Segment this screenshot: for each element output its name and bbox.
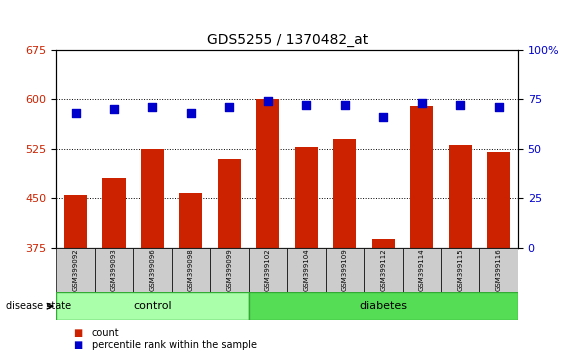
Bar bbox=[449, 145, 472, 248]
Bar bbox=[441, 248, 480, 292]
Text: GSM399114: GSM399114 bbox=[419, 249, 425, 291]
Bar bbox=[287, 248, 325, 292]
Text: GSM399093: GSM399093 bbox=[111, 249, 117, 291]
Bar bbox=[325, 248, 364, 292]
Point bbox=[494, 104, 503, 110]
Text: control: control bbox=[133, 301, 172, 311]
Bar bbox=[56, 248, 95, 292]
Bar bbox=[210, 248, 249, 292]
Point bbox=[186, 110, 195, 116]
Title: GDS5255 / 1370482_at: GDS5255 / 1370482_at bbox=[207, 33, 368, 47]
Bar bbox=[133, 248, 172, 292]
Point bbox=[109, 106, 118, 112]
Text: GSM399096: GSM399096 bbox=[150, 249, 155, 291]
Bar bbox=[102, 178, 126, 248]
Text: GSM399092: GSM399092 bbox=[73, 249, 78, 291]
Bar bbox=[256, 99, 279, 248]
Bar bbox=[333, 139, 356, 248]
Bar bbox=[249, 248, 287, 292]
Text: GSM399098: GSM399098 bbox=[188, 249, 194, 291]
Point bbox=[340, 102, 349, 108]
Point bbox=[225, 104, 234, 110]
Bar bbox=[172, 248, 210, 292]
Bar bbox=[249, 292, 518, 320]
Text: GSM399116: GSM399116 bbox=[496, 249, 502, 291]
Text: GSM399104: GSM399104 bbox=[303, 249, 309, 291]
Text: disease state: disease state bbox=[6, 301, 71, 311]
Text: GSM399099: GSM399099 bbox=[226, 249, 233, 291]
Text: ■: ■ bbox=[73, 340, 82, 350]
Bar bbox=[95, 248, 133, 292]
Bar bbox=[218, 159, 241, 248]
Text: GSM399102: GSM399102 bbox=[265, 249, 271, 291]
Text: GSM399112: GSM399112 bbox=[381, 249, 386, 291]
Text: count: count bbox=[92, 328, 119, 338]
Bar bbox=[487, 152, 510, 248]
Text: percentile rank within the sample: percentile rank within the sample bbox=[92, 340, 257, 350]
Bar bbox=[403, 248, 441, 292]
Point bbox=[455, 102, 464, 108]
Bar bbox=[372, 239, 395, 248]
Point bbox=[379, 114, 388, 120]
Point bbox=[71, 110, 80, 116]
Point bbox=[263, 98, 272, 104]
Text: GSM399115: GSM399115 bbox=[457, 249, 463, 291]
Text: diabetes: diabetes bbox=[359, 301, 407, 311]
Bar bbox=[56, 292, 249, 320]
Text: GSM399109: GSM399109 bbox=[342, 249, 348, 291]
Bar bbox=[295, 147, 318, 248]
Bar bbox=[141, 149, 164, 248]
Point bbox=[148, 104, 157, 110]
Bar bbox=[180, 193, 203, 248]
Point bbox=[417, 100, 426, 106]
Text: ■: ■ bbox=[73, 328, 82, 338]
Point bbox=[302, 102, 311, 108]
Bar bbox=[64, 195, 87, 248]
Bar bbox=[480, 248, 518, 292]
Bar bbox=[364, 248, 403, 292]
Bar bbox=[410, 106, 434, 248]
